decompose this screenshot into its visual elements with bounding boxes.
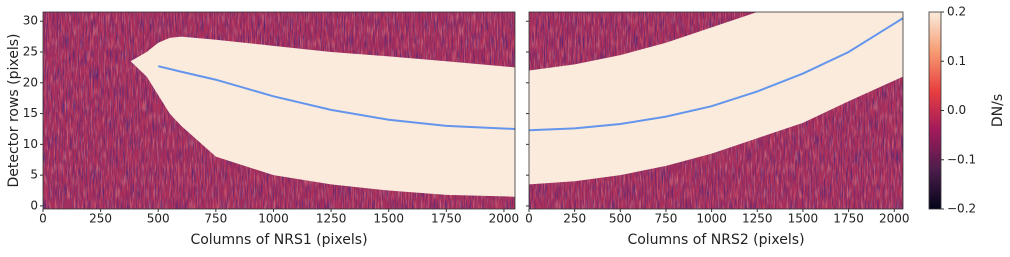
colorbar	[928, 11, 942, 210]
x-tick-label: 1750	[833, 212, 864, 226]
x-tick-label: 500	[609, 212, 632, 226]
x-tick-label: 250	[89, 212, 112, 226]
x-tick-label: 1250	[316, 212, 347, 226]
y-tick-label: 25	[23, 45, 38, 59]
plot-frame	[528, 11, 904, 210]
x-tick-label: 1500	[373, 212, 404, 226]
x-tick-label: 1250	[742, 212, 773, 226]
y-tick-label: 20	[23, 75, 38, 89]
x-tick-label: 2000	[879, 212, 910, 226]
x-tick-label: 0	[39, 212, 47, 226]
y-tick-label: 10	[23, 137, 38, 151]
plot-area	[43, 12, 515, 209]
trace-line	[158, 65, 515, 130]
y-tick-label: 0	[30, 198, 38, 212]
x-tick-label: 250	[563, 212, 586, 226]
x-tick-label: 1000	[258, 212, 289, 226]
colorbar-tick-label: 0.0	[947, 103, 966, 117]
x-axis-label: Columns of NRS2 (pixels)	[627, 232, 804, 248]
colorbar-label: DN/s	[990, 94, 1006, 127]
plot-frame	[42, 11, 516, 210]
x-tick-label: 1500	[788, 212, 819, 226]
x-tick-label: 0	[525, 212, 533, 226]
colorbar-tick-label: −0.1	[947, 152, 976, 166]
x-tick-label: 750	[204, 212, 227, 226]
colorbar-tick-label: −0.2	[947, 202, 976, 216]
plot-area	[529, 12, 903, 209]
colorbar-tick-label: 0.1	[947, 54, 966, 68]
x-axis-label: Columns of NRS1 (pixels)	[190, 232, 367, 248]
x-tick-label: 500	[147, 212, 170, 226]
y-tick-label: 30	[23, 14, 38, 28]
y-tick-label: 5	[30, 168, 38, 182]
x-tick-label: 1750	[431, 212, 462, 226]
y-tick-label: 15	[23, 106, 38, 120]
spectral-band	[130, 36, 515, 197]
trace-line	[529, 17, 903, 132]
x-tick-label: 1000	[696, 212, 727, 226]
x-tick-label: 750	[655, 212, 678, 226]
colorbar-tick-label: 0.2	[947, 5, 966, 19]
x-tick-label: 2000	[489, 212, 520, 226]
y-axis-label: Detector rows (pixels)	[6, 33, 22, 187]
spectral-band	[529, 12, 903, 185]
